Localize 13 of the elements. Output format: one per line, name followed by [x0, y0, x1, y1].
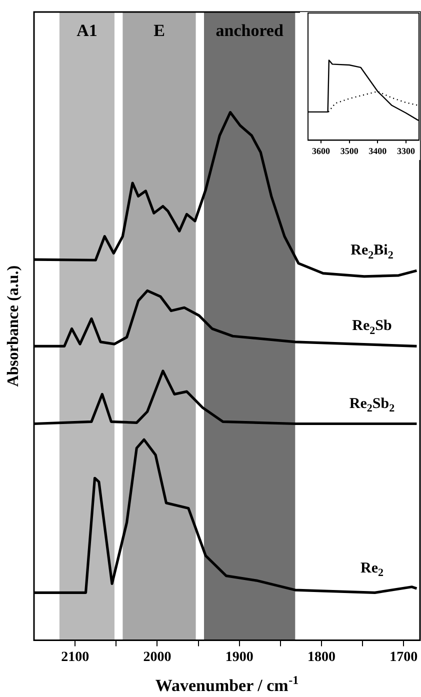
x-tick-label: 3400 [368, 146, 388, 156]
band-label: anchored [216, 21, 284, 40]
x-tick-label: 1900 [225, 650, 254, 666]
x-tick-label: 1700 [390, 650, 418, 666]
x-tick-label: 2000 [143, 650, 172, 666]
band-label: A1 [76, 21, 98, 40]
x-tick-label: 3600 [312, 146, 331, 156]
x-tick-label: 2100 [61, 650, 90, 666]
x-tick-label: 1800 [307, 650, 336, 666]
x-tick-label: 3300 [396, 146, 416, 156]
y-axis-title: Absorbance (a.u.) [5, 265, 22, 387]
band-label: E [154, 21, 165, 40]
x-tick-label: 3500 [340, 146, 359, 156]
